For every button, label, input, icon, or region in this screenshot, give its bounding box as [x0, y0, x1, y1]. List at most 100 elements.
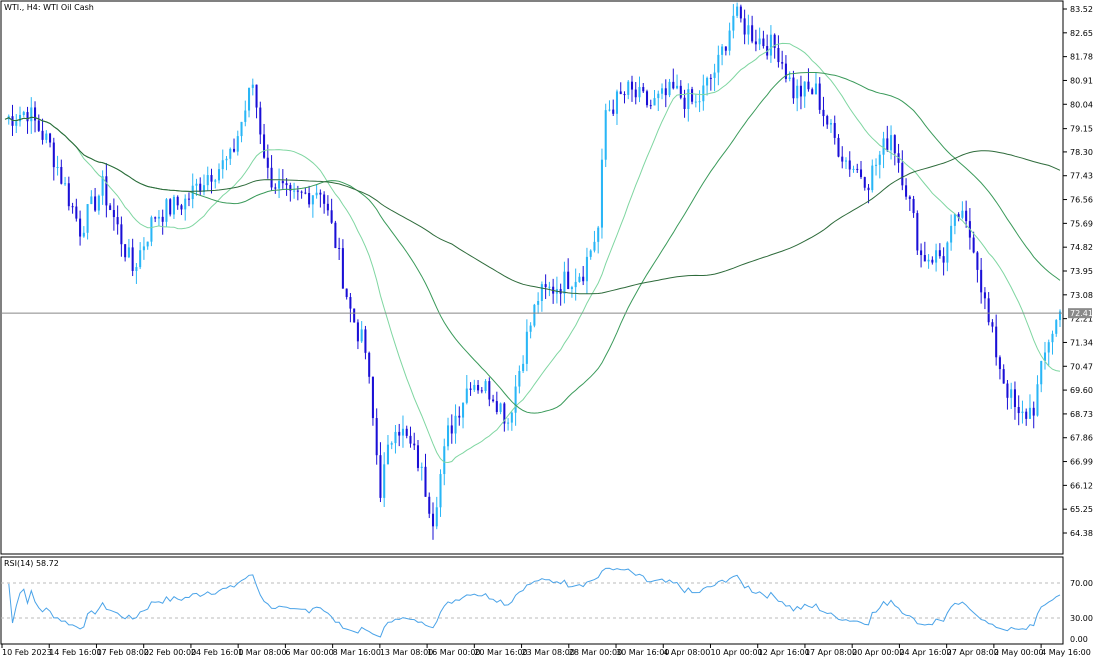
candle-body: [826, 116, 829, 125]
candle-body: [71, 206, 74, 208]
y-tick-label: 83.52: [1070, 5, 1093, 14]
candle-body: [634, 89, 637, 98]
candle-body: [886, 138, 889, 151]
candle-body: [912, 198, 915, 214]
y-tick-label: 65.25: [1070, 505, 1093, 514]
chart-title: WTI., H4: WTI Oil Cash: [4, 3, 94, 12]
y-tick-label: 64.38: [1070, 529, 1093, 538]
candle-body: [957, 214, 960, 218]
candle-body: [1051, 333, 1054, 343]
candle-body: [172, 196, 175, 215]
candle-body: [259, 107, 262, 135]
y-tick-label: 80.04: [1070, 100, 1093, 109]
candle-body: [916, 213, 919, 251]
x-tick-label: 6 Mar 00:00: [285, 648, 333, 657]
candle-body: [844, 160, 848, 162]
candle-body: [638, 87, 641, 98]
candle-body: [90, 196, 93, 205]
candle-body: [600, 159, 603, 228]
candle-body: [901, 162, 904, 186]
x-tick-label: 27 Apr 08:00: [947, 648, 999, 657]
candle-body: [841, 156, 844, 162]
candle-body: [49, 133, 52, 143]
candle-body: [375, 418, 378, 456]
y-tick-label: 66.99: [1070, 458, 1093, 467]
candle-body: [52, 142, 55, 168]
rsi-tick-70: 70.00: [1070, 579, 1093, 588]
y-tick-label: 71.34: [1070, 338, 1093, 347]
candle-body: [37, 120, 40, 131]
candle-body: [871, 165, 874, 191]
candle-body: [713, 72, 716, 78]
candle-body: [341, 248, 344, 289]
candle-body: [244, 110, 247, 122]
candle-body: [878, 154, 881, 165]
y-tick-label: 76.56: [1070, 196, 1093, 205]
candle-body: [34, 107, 37, 121]
x-tick-label: 2 May 00:00: [994, 648, 1044, 657]
x-tick-label: 24 Feb 16:00: [191, 648, 243, 657]
y-tick-label: 68.73: [1070, 410, 1093, 419]
candle-body: [458, 415, 461, 418]
candle-body: [274, 187, 277, 189]
candle-body: [995, 326, 998, 358]
candle-body: [187, 198, 190, 200]
candle-body: [210, 175, 213, 182]
rsi-label: RSI(14) 58.72: [4, 559, 59, 568]
candle-body: [593, 241, 596, 251]
candle-body: [642, 87, 645, 92]
candle-body: [157, 216, 160, 219]
x-tick-label: 13 Mar 08:00: [380, 648, 433, 657]
candle-body: [627, 81, 630, 95]
candle-body: [890, 135, 893, 151]
x-tick-label: 4 May 16:00: [1041, 648, 1091, 657]
candle-body: [293, 190, 296, 192]
candle-body: [923, 255, 926, 262]
candle-body: [540, 284, 543, 302]
candle-body: [1006, 383, 1009, 398]
candle-body: [942, 256, 945, 263]
candle-body: [319, 192, 322, 195]
candle-body: [717, 54, 720, 73]
candle-body: [664, 88, 667, 96]
candle-body: [435, 507, 438, 527]
x-tick-label: 16 Mar 00:00: [427, 648, 480, 657]
y-tick-label: 73.08: [1070, 291, 1093, 300]
x-tick-label: 14 Feb 16:00: [49, 648, 101, 657]
candle-body: [150, 217, 153, 242]
candle-body: [413, 443, 416, 446]
candle-body: [120, 224, 123, 245]
candle-body: [721, 46, 724, 55]
candle-body: [1028, 407, 1031, 419]
candle-body: [176, 196, 179, 206]
candle-body: [814, 83, 817, 95]
candle-body: [724, 46, 727, 51]
candle-body: [368, 352, 371, 377]
candle-body: [953, 214, 956, 226]
candle-body: [525, 331, 528, 364]
candle-body: [30, 107, 33, 122]
candle-body: [285, 183, 288, 186]
candle-body: [751, 25, 754, 42]
candle-body: [848, 160, 851, 170]
candle-body: [777, 47, 780, 63]
candle-body: [747, 25, 750, 35]
candle-body: [499, 403, 502, 412]
candle-body: [255, 84, 258, 108]
candle-body: [67, 183, 70, 207]
candle-body: [488, 381, 491, 400]
candle-body: [330, 210, 333, 223]
current-price-tag: [1068, 308, 1092, 319]
candle-body: [217, 169, 221, 181]
candle-body: [754, 41, 757, 45]
candle-body: [1021, 411, 1024, 414]
candle-body: [578, 276, 581, 282]
x-tick-label: 8 Mar 16:00: [333, 648, 381, 657]
candle-body: [56, 167, 59, 169]
candle-body: [139, 250, 142, 268]
candle-body: [908, 196, 911, 199]
candle-body: [266, 157, 269, 168]
x-tick-label: 20 Mar 16:00: [474, 648, 527, 657]
candle-body: [315, 192, 318, 196]
